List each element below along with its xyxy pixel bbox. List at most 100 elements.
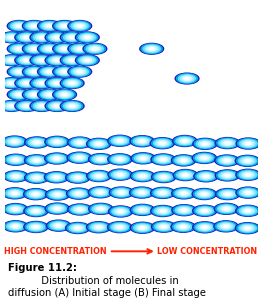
Circle shape (62, 94, 67, 95)
Circle shape (203, 143, 207, 145)
Circle shape (236, 187, 260, 198)
Circle shape (171, 221, 195, 232)
Circle shape (58, 46, 71, 52)
Circle shape (77, 157, 82, 159)
Circle shape (3, 188, 27, 199)
Circle shape (55, 82, 59, 84)
Circle shape (38, 58, 46, 62)
Circle shape (89, 154, 113, 165)
Circle shape (53, 81, 61, 85)
Circle shape (175, 206, 193, 214)
Circle shape (79, 56, 96, 64)
Circle shape (15, 32, 39, 43)
Circle shape (161, 192, 165, 194)
Circle shape (177, 190, 190, 196)
Circle shape (38, 89, 61, 100)
Circle shape (218, 156, 236, 164)
Circle shape (75, 207, 84, 211)
Circle shape (47, 33, 68, 42)
Circle shape (108, 222, 132, 233)
Circle shape (118, 226, 122, 228)
Circle shape (30, 101, 54, 111)
Circle shape (196, 154, 213, 162)
Circle shape (245, 160, 250, 162)
Circle shape (215, 138, 240, 149)
Circle shape (225, 160, 229, 162)
Circle shape (22, 58, 31, 62)
Circle shape (83, 35, 92, 39)
Circle shape (73, 206, 87, 213)
Circle shape (88, 187, 113, 198)
Circle shape (134, 224, 151, 232)
Circle shape (152, 138, 173, 148)
Circle shape (179, 225, 188, 229)
Circle shape (118, 210, 123, 213)
Circle shape (244, 191, 252, 195)
Circle shape (145, 46, 158, 52)
Circle shape (28, 92, 41, 98)
Circle shape (70, 82, 74, 84)
Circle shape (40, 59, 44, 61)
Circle shape (71, 22, 88, 30)
Circle shape (45, 136, 69, 147)
Circle shape (154, 207, 171, 215)
Circle shape (156, 156, 170, 162)
Circle shape (41, 45, 58, 53)
Circle shape (156, 190, 169, 196)
Circle shape (136, 138, 149, 144)
Circle shape (75, 70, 84, 74)
Circle shape (40, 36, 44, 38)
Circle shape (45, 32, 69, 43)
Circle shape (194, 189, 215, 199)
Circle shape (64, 34, 81, 41)
Circle shape (71, 175, 84, 181)
Circle shape (194, 222, 215, 232)
Circle shape (88, 46, 101, 52)
Circle shape (182, 209, 186, 211)
Circle shape (7, 222, 24, 230)
Circle shape (151, 171, 176, 182)
Circle shape (60, 55, 84, 66)
Circle shape (77, 193, 81, 195)
Circle shape (239, 189, 257, 197)
Circle shape (174, 136, 195, 146)
Circle shape (119, 192, 124, 193)
Circle shape (77, 33, 98, 42)
Circle shape (239, 224, 256, 232)
Circle shape (219, 139, 236, 147)
Circle shape (32, 158, 41, 162)
Circle shape (66, 80, 79, 86)
Circle shape (224, 208, 229, 210)
Circle shape (194, 171, 218, 182)
Circle shape (75, 227, 80, 229)
Circle shape (31, 192, 40, 196)
Circle shape (33, 56, 50, 64)
Circle shape (180, 139, 189, 143)
Circle shape (43, 46, 56, 52)
Circle shape (87, 138, 111, 149)
Circle shape (55, 36, 59, 38)
Circle shape (3, 79, 20, 87)
Circle shape (26, 22, 43, 30)
Circle shape (198, 191, 211, 197)
Circle shape (140, 209, 145, 211)
Circle shape (9, 223, 22, 229)
Circle shape (217, 189, 238, 199)
Circle shape (183, 140, 187, 142)
Circle shape (176, 224, 190, 230)
Circle shape (244, 209, 252, 213)
Circle shape (7, 20, 31, 31)
Circle shape (140, 140, 144, 142)
Circle shape (68, 189, 89, 199)
Circle shape (11, 158, 20, 162)
Circle shape (11, 68, 28, 76)
Circle shape (27, 190, 44, 198)
Circle shape (113, 138, 127, 144)
Circle shape (27, 223, 45, 231)
Circle shape (60, 93, 69, 96)
Circle shape (94, 174, 103, 178)
Circle shape (50, 34, 63, 40)
Circle shape (73, 176, 82, 180)
Circle shape (196, 207, 214, 215)
Circle shape (24, 44, 45, 54)
